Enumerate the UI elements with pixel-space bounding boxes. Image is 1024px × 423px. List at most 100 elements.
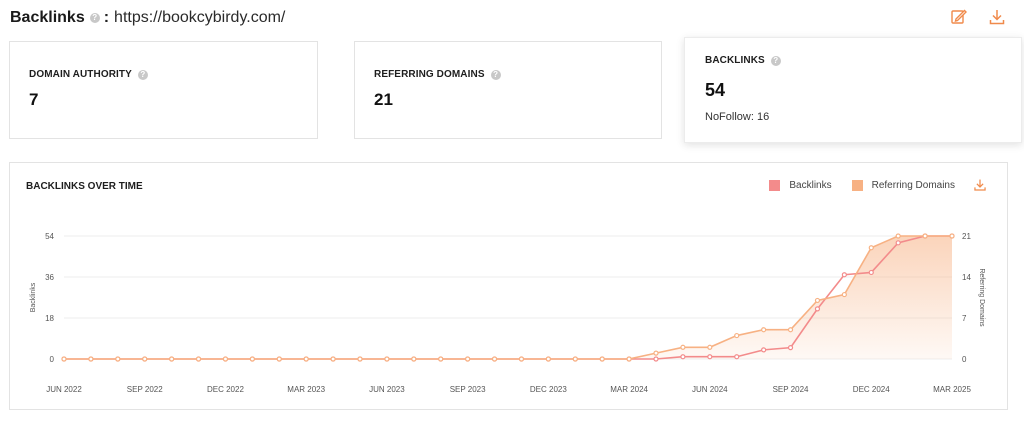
backlinks-label: BACKLINKS bbox=[705, 55, 765, 66]
backlinks-point bbox=[868, 269, 874, 276]
referring-domains-point bbox=[303, 356, 309, 362]
title-separator: : bbox=[103, 9, 110, 26]
referring-domains-point bbox=[949, 233, 955, 239]
referring-domains-point bbox=[599, 356, 605, 362]
referring-domains-point bbox=[841, 291, 847, 298]
y-axis-label: Backlinks bbox=[30, 282, 37, 312]
x-tick-label: DEC 2024 bbox=[853, 385, 890, 394]
backlinks-over-time-card: 0 18 36 54 0 7 14 21 Backlinks Referring Domains J… bbox=[9, 162, 1008, 410]
referring-domains-line bbox=[64, 235, 952, 360]
info-icon[interactable]: ? bbox=[770, 55, 781, 66]
y2-axis-label: Referring Domains bbox=[978, 268, 985, 327]
referring-domains-point bbox=[438, 356, 444, 362]
y2-tick-label: 14 bbox=[962, 273, 971, 282]
referring-domains-label: REFERRING DOMAINS bbox=[374, 69, 485, 80]
domain-authority-card: DOMAIN AUTHORITY ? 7 bbox=[9, 41, 318, 139]
y-tick-label: 54 bbox=[45, 232, 54, 241]
referring-domains-point bbox=[115, 356, 121, 362]
y-tick-label: 0 bbox=[50, 355, 55, 364]
referring-domains-point bbox=[868, 245, 874, 251]
legend-swatch-referring-domains bbox=[851, 180, 863, 191]
referring-domains-point bbox=[384, 356, 390, 362]
download-icon[interactable] bbox=[988, 8, 1006, 26]
referring-domains-point bbox=[680, 344, 686, 350]
referring-domains-point bbox=[814, 297, 821, 304]
referring-domains-point bbox=[922, 233, 928, 239]
page-header: Backlinks ? : https://bookcybirdy.com/ bbox=[10, 6, 285, 30]
referring-domains-value: 21 bbox=[374, 90, 393, 109]
info-icon[interactable]: ? bbox=[490, 69, 501, 80]
referring-domains-point bbox=[357, 356, 363, 362]
backlinks-point bbox=[653, 356, 659, 362]
legend-item-referring-domains[interactable]: Referring Domains bbox=[851, 180, 955, 191]
edit-icon[interactable] bbox=[950, 8, 968, 26]
chart-title: BACKLINKS OVER TIME bbox=[26, 181, 143, 192]
legend-swatch-backlinks bbox=[769, 180, 781, 191]
referring-domains-point bbox=[787, 327, 794, 333]
backlinks-point bbox=[841, 272, 847, 278]
y2-tick-label: 0 bbox=[962, 355, 967, 364]
referring-domains-point bbox=[734, 332, 740, 339]
backlinks-value: 54 bbox=[705, 80, 726, 100]
referring-domains-point bbox=[895, 233, 901, 239]
info-icon[interactable]: ? bbox=[137, 69, 148, 80]
referring-domains-point bbox=[707, 344, 713, 350]
x-tick-label: SEP 2022 bbox=[127, 385, 163, 394]
referring-domains-point bbox=[222, 356, 229, 362]
backlinks-over-time-chart: 0 18 36 54 0 7 14 21 Backlinks Referring Domains J… bbox=[30, 232, 985, 394]
x-tick-label: JUN 2022 bbox=[46, 385, 82, 394]
x-tick-label: JUN 2023 bbox=[369, 385, 405, 394]
referring-domains-point bbox=[249, 356, 255, 362]
referring-domains-point bbox=[572, 356, 578, 362]
backlinks-label-row: BACKLINKS ? bbox=[705, 55, 1021, 66]
nofollow-count: NoFollow: 16 bbox=[705, 111, 770, 123]
backlinks-card: BACKLINKS ? 54 NoFollow: 16 bbox=[684, 37, 1022, 143]
backlinks-point bbox=[895, 240, 901, 246]
referring-domains-point bbox=[411, 356, 417, 362]
backlinks-point bbox=[707, 354, 713, 360]
y-tick-label: 36 bbox=[45, 273, 54, 282]
info-icon[interactable]: ? bbox=[89, 13, 100, 23]
referring-domains-point bbox=[276, 356, 282, 362]
referring-domains-point bbox=[465, 356, 471, 362]
backlinks-point bbox=[761, 347, 767, 353]
referring-domains-label-row: REFERRING DOMAINS ? bbox=[374, 69, 661, 80]
legend-label-referring-domains: Referring Domains bbox=[871, 180, 955, 191]
x-tick-label: SEP 2024 bbox=[773, 385, 809, 394]
page-title: Backlinks bbox=[10, 9, 85, 26]
domain-authority-value: 7 bbox=[29, 90, 39, 109]
x-tick-label: DEC 2023 bbox=[530, 385, 567, 394]
referring-domains-point bbox=[518, 356, 525, 362]
referring-domains-point bbox=[653, 350, 659, 356]
x-tick-label: MAR 2025 bbox=[933, 385, 971, 394]
referring-domains-point bbox=[330, 356, 336, 362]
domain-authority-label-row: DOMAIN AUTHORITY ? bbox=[29, 69, 317, 80]
referring-domains-point bbox=[88, 356, 94, 362]
referring-domains-card: REFERRING DOMAINS ? 21 bbox=[354, 41, 662, 139]
referring-domains-point bbox=[195, 356, 202, 362]
y-tick-label: 18 bbox=[45, 314, 54, 323]
x-tick-label: MAR 2024 bbox=[610, 385, 648, 394]
chart-legend: Backlinks Referring Domains bbox=[755, 180, 955, 191]
referring-domains-point bbox=[491, 356, 498, 362]
chart-download-icon[interactable] bbox=[973, 178, 987, 192]
referring-domains-point bbox=[626, 356, 632, 362]
y2-tick-label: 7 bbox=[962, 314, 967, 323]
site-url: https://bookcybirdy.com/ bbox=[114, 9, 286, 26]
backlinks-point bbox=[814, 306, 821, 312]
x-tick-label: DEC 2022 bbox=[207, 385, 244, 394]
backlinks-point bbox=[680, 354, 686, 360]
referring-domains-point bbox=[61, 356, 67, 362]
backlinks-point bbox=[734, 354, 740, 360]
referring-domains-point bbox=[545, 356, 551, 362]
referring-domains-point bbox=[169, 356, 175, 362]
referring-domains-point bbox=[761, 327, 767, 333]
legend-item-backlinks[interactable]: Backlinks bbox=[769, 180, 832, 191]
legend-label-backlinks: Backlinks bbox=[789, 180, 832, 191]
backlinks-point bbox=[787, 345, 794, 351]
x-tick-label: SEP 2023 bbox=[450, 385, 486, 394]
referring-domains-area bbox=[64, 236, 952, 359]
y2-tick-label: 21 bbox=[962, 232, 971, 241]
header-actions bbox=[950, 8, 1006, 26]
x-tick-label: MAR 2023 bbox=[287, 385, 325, 394]
